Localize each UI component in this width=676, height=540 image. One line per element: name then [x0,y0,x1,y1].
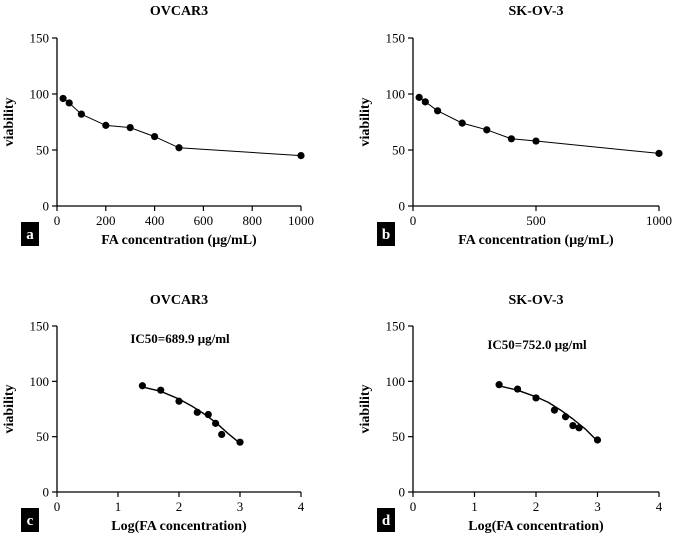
x-tick-label: 2 [176,499,183,514]
data-point [532,394,540,402]
y-tick-label: 150 [386,31,406,46]
x-tick-label: 0 [54,499,61,514]
data-point [507,135,515,143]
data-point [561,413,570,421]
y-axis-label: viability [358,97,373,146]
x-tick-label: 4 [656,499,663,514]
y-tick-label: 100 [30,87,50,102]
data-point [434,107,442,115]
data-point [575,424,583,432]
x-tick-label: 800 [242,213,262,228]
chart-title: OVCAR3 [150,4,208,19]
x-axis-label: Log(FA concentration) [111,519,247,534]
data-point [102,121,110,129]
fit-curve [498,385,598,442]
y-tick-label: 0 [399,485,406,500]
data-point [126,124,134,132]
y-tick-label: 150 [30,31,50,46]
data-point [297,152,305,160]
panel-label: a [26,227,34,243]
panel-badge [377,508,395,532]
x-tick-label: 0 [410,213,417,228]
x-tick-label: 2 [533,499,540,514]
data-point [593,436,602,444]
data-point [532,137,540,145]
x-tick-label: 3 [237,499,244,514]
data-point [550,406,559,414]
panel-badge [377,222,395,246]
x-tick-label: 1 [115,499,122,514]
x-axis-label: FA concentration (μg/mL) [458,233,614,248]
x-tick-label: 600 [194,213,214,228]
x-tick-label: 0 [54,213,61,228]
y-tick-label: 0 [43,485,50,500]
x-tick-label: 500 [526,213,546,228]
data-point [569,422,577,430]
data-point [175,144,183,152]
data-point [458,119,466,127]
x-tick-label: 0 [410,499,417,514]
x-tick-label: 4 [298,499,305,514]
panel-c: OVCAR3 0 50 100 150 0 1 2 3 4 Log(FA concentration… [2,293,305,534]
panel-label: d [382,513,391,529]
x-axis-label: FA concentration (μg/mL) [101,233,257,248]
data-point [236,438,244,446]
panel-d: SK-OV-3 0 50 100 150 0 1 2 3 4 Log(FA concentratio… [358,293,663,534]
y-tick-label: 150 [386,319,406,334]
y-tick-label: 50 [392,143,405,158]
data-point [655,149,663,157]
data-point [59,94,67,103]
y-tick-label: 50 [36,143,49,158]
x-tick-label: 3 [594,499,601,514]
y-tick-label: 0 [399,199,406,214]
data-point [212,419,220,427]
panel-a: OVCAR3 0 50 100 150 0 200 400 600 800 1000 FA conce… [2,4,314,248]
x-tick-label: 1000 [288,213,314,228]
x-axis-label: Log(FA concentration) [468,519,604,534]
y-axis-label: viability [2,97,17,146]
x-tick-label: 1 [471,499,478,514]
data-point [415,93,423,101]
data-point [77,110,85,118]
data-point [65,99,73,107]
panel-label: c [27,513,34,529]
data-point [157,386,165,394]
series-line [418,96,660,154]
y-tick-label: 50 [36,429,49,444]
x-tick-label: 200 [96,213,116,228]
x-tick-label: 1000 [646,213,672,228]
y-tick-label: 0 [43,199,50,214]
ic50-annotation: IC50=689.9 μg/ml [130,331,230,346]
y-tick-label: 100 [386,374,406,389]
y-tick-label: 150 [30,319,50,334]
panel-badge [21,222,39,246]
panel-b: SK-OV-3 0 50 100 150 0 500 1000 FA concentration… [358,4,672,248]
fit-curve [142,386,241,444]
data-point [421,98,429,106]
data-point [175,397,183,405]
data-point [483,126,491,134]
y-axis-label: viability [2,384,17,433]
data-point [218,430,226,439]
y-axis-label: viability [358,384,373,433]
y-tick-label: 100 [386,87,406,102]
y-tick-label: 50 [392,429,405,444]
data-point [151,132,159,141]
chart-title: OVCAR3 [150,293,208,308]
data-point [193,408,201,416]
data-point [204,410,212,419]
panel-badge [21,508,39,532]
data-point [513,385,522,393]
data-point [495,381,503,389]
y-tick-label: 100 [30,374,50,389]
ic50-annotation: IC50=752.0 μg/ml [487,337,587,352]
panel-label: b [382,227,390,243]
x-tick-label: 400 [145,213,165,228]
data-point [138,382,146,390]
chart-title: SK-OV-3 [509,293,564,308]
chart-title: SK-OV-3 [509,4,564,19]
